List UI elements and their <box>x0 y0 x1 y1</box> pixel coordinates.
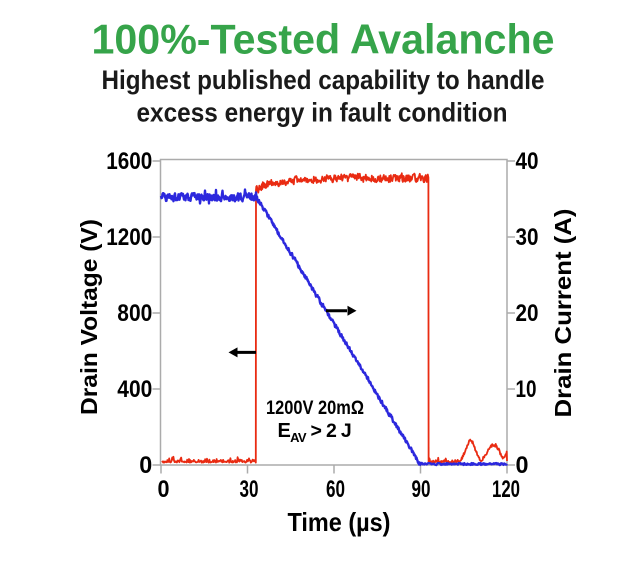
svg-text:EAV > 2 J: EAV > 2 J <box>278 420 351 445</box>
svg-text:1600: 1600 <box>106 148 152 175</box>
svg-text:30: 30 <box>516 224 539 251</box>
svg-text:30: 30 <box>240 476 259 503</box>
svg-text:0: 0 <box>516 452 529 479</box>
svg-text:20: 20 <box>516 300 539 327</box>
svg-text:0: 0 <box>139 452 152 479</box>
svg-text:90: 90 <box>412 476 431 503</box>
svg-text:0: 0 <box>158 476 170 503</box>
svg-text:800: 800 <box>117 300 152 327</box>
svg-text:Drain Voltage (V): Drain Voltage (V) <box>76 219 102 415</box>
svg-text:40: 40 <box>516 148 539 175</box>
svg-text:10: 10 <box>516 376 537 403</box>
svg-text:120: 120 <box>492 476 520 503</box>
svg-text:1200V 20mΩ: 1200V 20mΩ <box>266 397 364 419</box>
svg-text:60: 60 <box>326 476 345 503</box>
svg-text:excess energy in fault conditi: excess energy in fault condition <box>137 98 508 128</box>
svg-text:100%-Tested Avalanche: 100%-Tested Avalanche <box>92 16 555 63</box>
svg-text:Drain Current (A): Drain Current (A) <box>550 209 576 418</box>
svg-text:1200: 1200 <box>106 224 152 251</box>
svg-text:Time (µs): Time (µs) <box>288 507 391 537</box>
svg-text:Highest published capability t: Highest published capability to handle <box>102 65 545 95</box>
svg-text:400: 400 <box>117 376 152 403</box>
